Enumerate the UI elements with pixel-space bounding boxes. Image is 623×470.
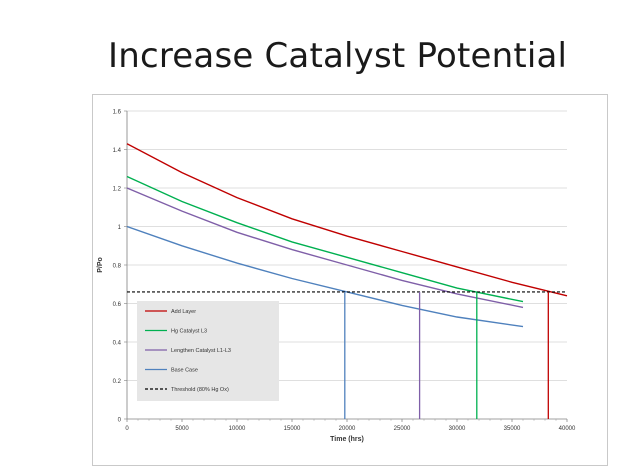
x-tick-label: 5000 <box>175 426 189 432</box>
y-tick-label: 0.6 <box>113 302 122 308</box>
y-tick-label: 0.8 <box>113 264 122 270</box>
x-tick-label: 30000 <box>449 426 466 432</box>
x-axis-title: Time (hrs) <box>330 436 364 443</box>
y-tick-label: 0 <box>118 418 122 424</box>
series-line <box>126 225 524 328</box>
y-tick-label: 0.2 <box>113 379 122 385</box>
legend-box <box>137 301 279 401</box>
legend-label: Base Case <box>171 368 198 374</box>
legend-label: Hg Catalyst L3 <box>171 329 207 335</box>
drop-lines <box>344 291 549 419</box>
x-tick-label: 20000 <box>339 426 356 432</box>
legend-label: Add Layer <box>171 309 196 315</box>
legend: Add Layer Hg Catalyst L3 Lengthen Catalyst… <box>137 301 279 401</box>
tick-labels: 0 0.2 0.4 0.6 0.8 1 1.2 1.4 1.6 0 5000 10000 15000 20… <box>113 110 576 433</box>
x-tick-label: 35000 <box>504 426 521 432</box>
y-tick-label: 1 <box>118 225 122 231</box>
y-axis-title: P/Po <box>97 257 104 273</box>
x-tick-label: 40000 <box>559 426 576 432</box>
chart-frame: 0 0.2 0.4 0.6 0.8 1 1.2 1.4 1.6 0 5000 10000 15000 20… <box>92 94 608 466</box>
line-chart: 0 0.2 0.4 0.6 0.8 1 1.2 1.4 1.6 0 5000 10000 15000 20… <box>97 110 576 444</box>
y-tick-label: 1.2 <box>113 187 122 193</box>
slide-title: Increase Catalyst Potential <box>108 36 568 76</box>
legend-label: Threshold (80% Hg Ox) <box>171 387 229 393</box>
y-tick-label: 1.4 <box>113 148 122 154</box>
x-tick-label: 0 <box>125 426 129 432</box>
y-tick-label: 0.4 <box>113 341 122 347</box>
x-tick-label: 15000 <box>284 426 301 432</box>
axes <box>124 110 568 422</box>
series-line <box>126 175 524 303</box>
x-tick-label: 25000 <box>394 426 411 432</box>
y-tick-label: 1.6 <box>113 110 122 116</box>
series-group <box>126 143 568 328</box>
x-tick-label: 10000 <box>229 426 246 432</box>
legend-label: Lengthen Catalyst L1-L3 <box>171 348 231 354</box>
series-line <box>126 143 568 297</box>
